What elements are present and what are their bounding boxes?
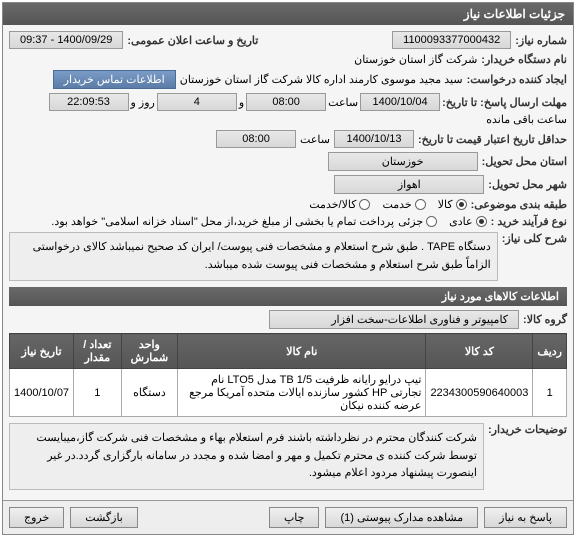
- validity-date: 1400/10/13: [334, 130, 414, 148]
- creator-value: سید مجید موسوی کارمند اداره کالا شرکت گا…: [180, 73, 463, 86]
- announce-label: تاریخ و ساعت اعلان عمومی:: [127, 34, 258, 47]
- table-header-row: ردیف کد کالا نام کالا واحد شمارش تعداد /…: [10, 334, 567, 369]
- remaining-days: 4: [157, 93, 237, 111]
- need-no-label: شماره نیاز:: [515, 34, 567, 47]
- radio-goods[interactable]: کالا: [438, 198, 467, 211]
- col-date: تاریخ نیاز: [10, 334, 74, 369]
- reply-button[interactable]: پاسخ به نیاز: [484, 507, 567, 528]
- city-value: اهواز: [334, 175, 484, 194]
- time-label-2: ساعت: [300, 133, 330, 146]
- time-label-1: ساعت: [328, 96, 358, 109]
- cell-unit: دستگاه: [121, 369, 178, 417]
- province-value: خوزستان: [328, 152, 478, 171]
- radio-normal[interactable]: عادی: [449, 215, 486, 228]
- row-category: طبقه بندی موضوعی: کالا خدمت کالا/خدمت: [9, 198, 567, 211]
- cell-date: 1400/10/07: [10, 369, 74, 417]
- col-name: نام کالا: [178, 334, 426, 369]
- radio-dot-icon: [476, 216, 487, 227]
- buyer-value: شرکت گاز استان خوزستان: [354, 53, 477, 66]
- creator-label: ایجاد کننده درخواست:: [467, 73, 567, 86]
- radio-dot-icon: [415, 199, 426, 210]
- row-need-no: شماره نیاز: 1100093377000432 تاریخ و ساع…: [9, 31, 567, 49]
- category-label: طبقه بندی موضوعی:: [471, 198, 567, 211]
- radio-service[interactable]: خدمت: [382, 198, 425, 211]
- announce-value: 1400/09/29 - 09:37: [9, 31, 123, 49]
- col-qty: تعداد / مقدار: [74, 334, 122, 369]
- col-idx: ردیف: [533, 334, 567, 369]
- reply-date: 1400/10/04: [360, 93, 440, 111]
- col-code: کد کالا: [426, 334, 533, 369]
- cell-name: تیپ درایو رایانه ظرفیت TB 1/5 مدل LTO5 ن…: [178, 369, 426, 417]
- footer-buttons: پاسخ به نیاز مشاهده مدارک پیوستی (1) چاپ…: [3, 500, 573, 534]
- back-button[interactable]: بازگشت: [70, 507, 138, 528]
- cell-code: 2234300590640003: [426, 369, 533, 417]
- need-no-value: 1100093377000432: [392, 31, 511, 49]
- row-validity: حداقل تاریخ اعتبار قیمت تا تاریخ: 1400/1…: [9, 130, 567, 148]
- row-reply-deadline: مهلت ارسال پاسخ: تا تاریخ: 1400/10/04 سا…: [9, 93, 567, 126]
- process-radio-group: عادی جزئی: [398, 215, 487, 228]
- validity-time: 08:00: [216, 130, 296, 148]
- row-city: شهر محل تحویل: اهواز: [9, 175, 567, 194]
- radio-dot-icon: [456, 199, 467, 210]
- goods-group-label: گروه کالا:: [523, 313, 567, 326]
- row-overall-desc: شرح کلی نیاز: دستگاه TAPE . طبق شرح استع…: [9, 232, 567, 281]
- details-panel: جزئیات اطلاعات نیاز شماره نیاز: 11000933…: [2, 2, 574, 535]
- reply-deadline-label: مهلت ارسال پاسخ: تا تاریخ:: [442, 96, 567, 109]
- cell-idx: 1: [533, 369, 567, 417]
- buyer-note-text: شرکت کنندگان محترم در نظرداشته باشند فرم…: [9, 423, 484, 490]
- remaining-label: ساعت باقی مانده: [486, 113, 567, 126]
- panel-body: شماره نیاز: 1100093377000432 تاریخ و ساع…: [3, 25, 573, 500]
- row-buyer: نام دستگاه خریدار: شرکت گاز استان خوزستا…: [9, 53, 567, 66]
- process-label: نوع فرآیند خرید :: [491, 215, 567, 228]
- validity-label: حداقل تاریخ اعتبار قیمت تا تاریخ:: [418, 133, 567, 146]
- row-process: نوع فرآیند خرید : عادی جزئی پرداخت تمام …: [9, 215, 567, 228]
- radio-partial[interactable]: جزئی: [398, 215, 437, 228]
- table-row: 1 2234300590640003 تیپ درایو رایانه ظرفی…: [10, 369, 567, 417]
- province-label: استان محل تحویل:: [482, 155, 567, 168]
- radio-dot-icon: [426, 216, 437, 227]
- city-label: شهر محل تحویل:: [488, 178, 567, 191]
- row-province: استان محل تحویل: خوزستان: [9, 152, 567, 171]
- panel-title: جزئیات اطلاعات نیاز: [3, 3, 573, 25]
- remaining-days-label: روز و: [131, 96, 155, 109]
- goods-section-title: اطلاعات کالاهای مورد نیاز: [9, 287, 567, 306]
- radio-goodservice[interactable]: کالا/خدمت: [309, 198, 370, 211]
- attachments-button[interactable]: مشاهده مدارک پیوستی (1): [325, 507, 478, 528]
- exit-button[interactable]: خروج: [9, 507, 64, 528]
- process-note: پرداخت تمام یا بخشی از مبلغ خرید،از محل …: [51, 215, 394, 228]
- buyer-note-label: توضیحات خریدار:: [488, 423, 567, 436]
- goods-table: ردیف کد کالا نام کالا واحد شمارش تعداد /…: [9, 333, 567, 417]
- reply-time: 08:00: [246, 93, 326, 111]
- radio-dot-icon: [359, 199, 370, 210]
- category-radio-group: کالا خدمت کالا/خدمت: [309, 198, 466, 211]
- col-unit: واحد شمارش: [121, 334, 178, 369]
- row-goods-group: گروه کالا: کامپیوتر و فناوری اطلاعات-سخت…: [9, 310, 567, 329]
- print-button[interactable]: چاپ: [269, 507, 320, 528]
- remaining-time: 22:09:53: [49, 93, 129, 111]
- row-creator: ایجاد کننده درخواست: سید مجید موسوی کارم…: [9, 70, 567, 89]
- cell-qty: 1: [74, 369, 122, 417]
- overall-desc-text: دستگاه TAPE . طبق شرح استعلام و مشخصات ف…: [9, 232, 498, 281]
- overall-desc-label: شرح کلی نیاز:: [502, 232, 567, 245]
- gap-label: و: [239, 96, 244, 109]
- buyer-label: نام دستگاه خریدار:: [481, 53, 567, 66]
- goods-group-value: کامپیوتر و فناوری اطلاعات-سخت افزار: [269, 310, 519, 329]
- contact-info-button[interactable]: اطلاعات تماس خریدار: [53, 70, 176, 89]
- row-buyer-note: توضیحات خریدار: شرکت کنندگان محترم در نظ…: [9, 423, 567, 490]
